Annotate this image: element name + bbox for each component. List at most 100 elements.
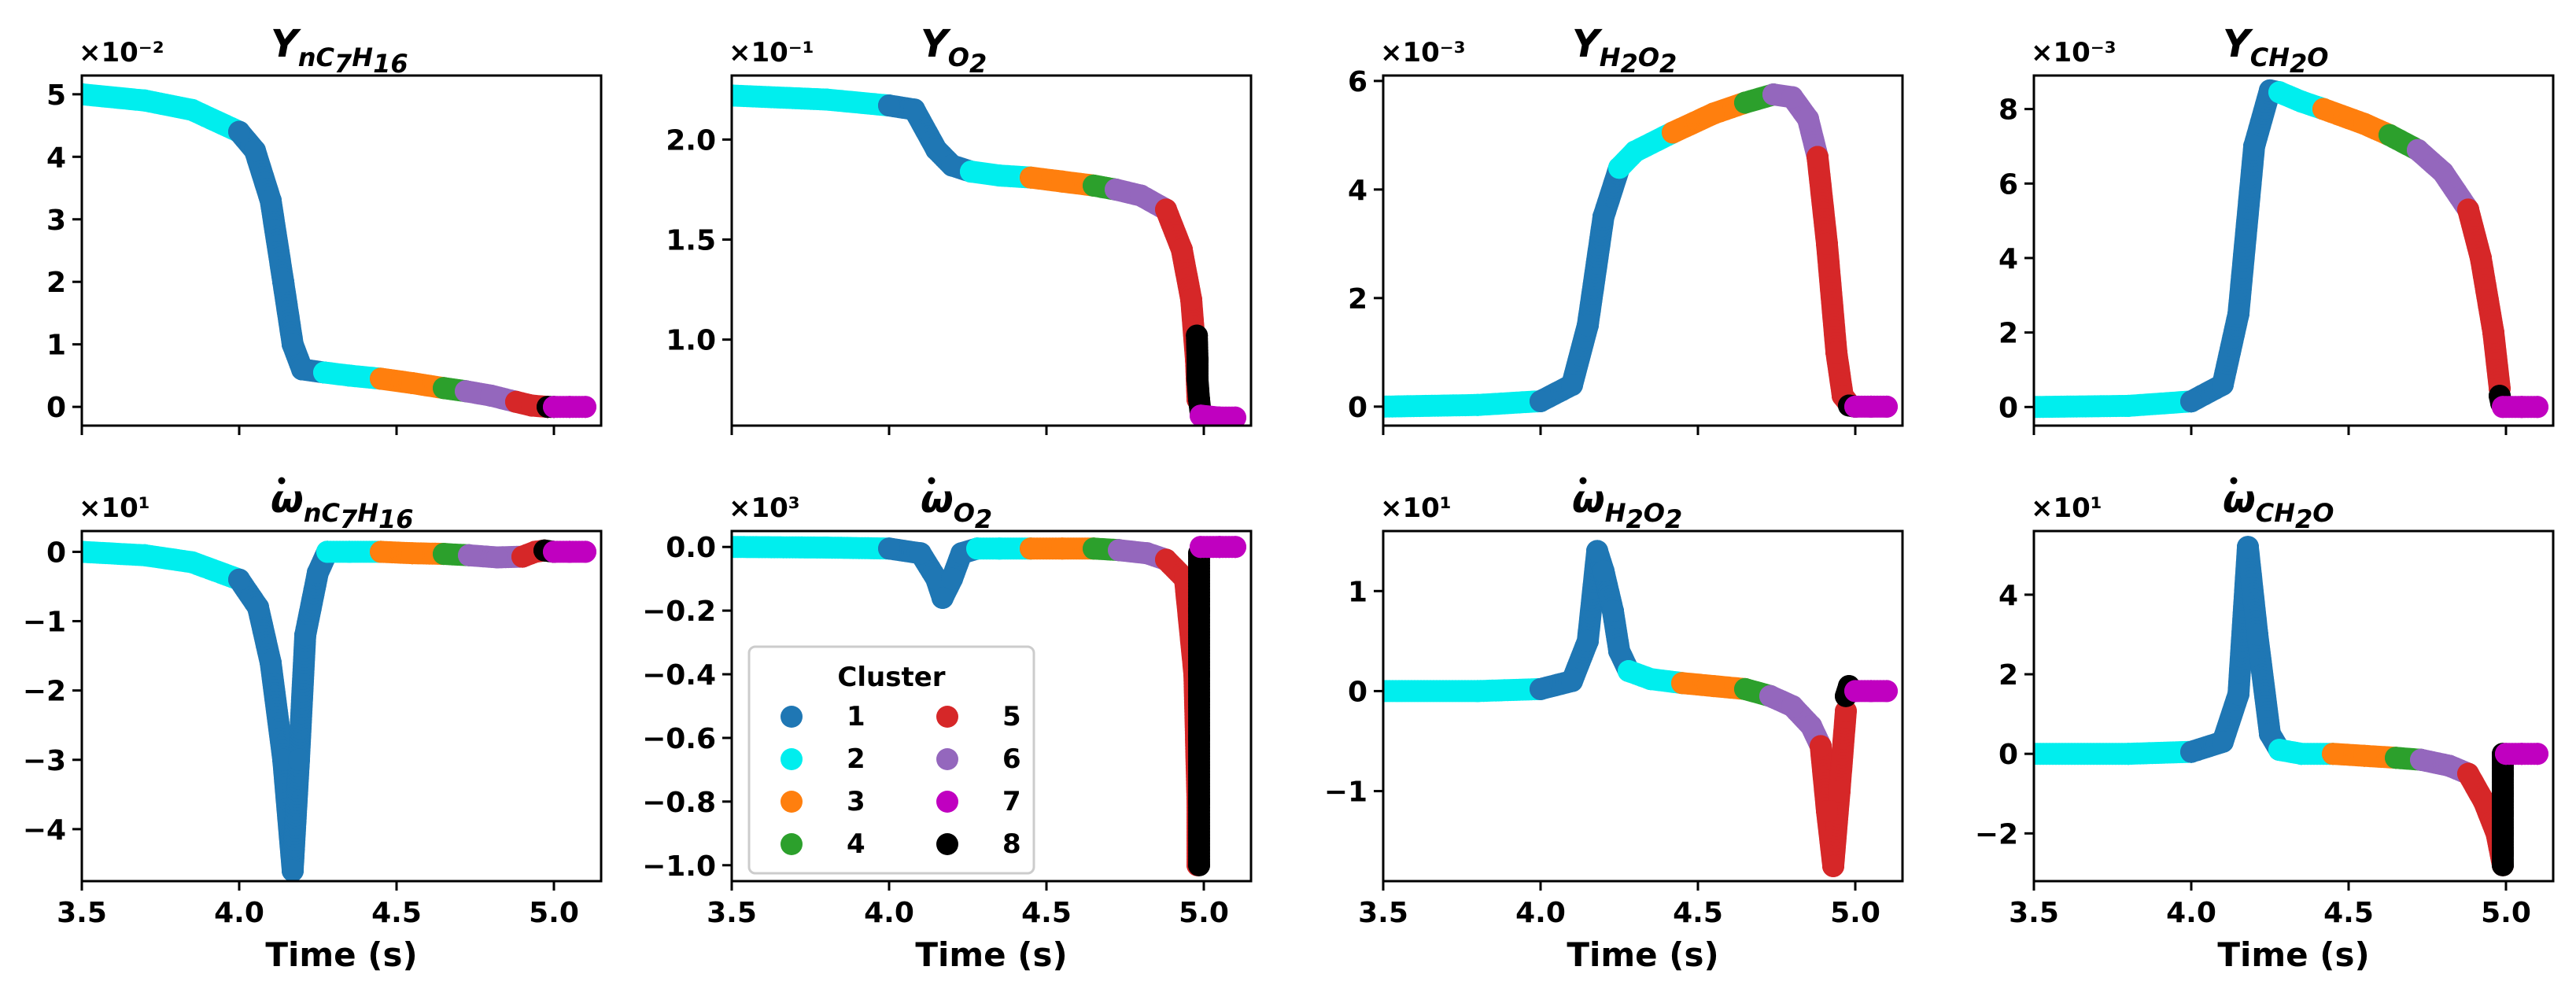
legend-entry: 8 — [936, 828, 1021, 860]
data-point — [134, 89, 156, 112]
y-tick-label: −1.0 — [642, 850, 716, 883]
series-cluster-5 — [2457, 198, 2511, 400]
data-point — [2457, 198, 2479, 221]
y-tick-label: 4 — [1998, 580, 2018, 612]
data-point — [815, 537, 837, 559]
data-point — [2495, 743, 2517, 765]
data-point — [2353, 113, 2375, 135]
series-cluster-1 — [2180, 79, 2290, 413]
data-point — [181, 551, 203, 574]
x-tick-label: 5.0 — [1179, 897, 1229, 929]
axes-frame — [1382, 74, 1904, 427]
data-point — [1797, 108, 1819, 131]
data-point — [815, 88, 837, 111]
y-tick-label: −2 — [1975, 818, 2018, 850]
markers — [2034, 79, 2548, 419]
data-point — [1762, 83, 1784, 106]
data-point — [925, 138, 947, 161]
data-point — [574, 540, 596, 563]
data-point — [543, 540, 565, 563]
data-point — [1876, 680, 1898, 703]
series-cluster-5 — [1807, 146, 1860, 415]
legend-marker — [781, 791, 803, 813]
data-point — [338, 540, 360, 563]
legend-entry: 7 — [936, 786, 1021, 817]
data-point — [1577, 314, 1599, 337]
data-point — [1844, 680, 1866, 703]
data-point — [1592, 559, 1615, 582]
data-point — [1187, 368, 1209, 391]
legend-entry: 3 — [781, 786, 865, 817]
data-point — [433, 543, 455, 566]
series-cluster-2 — [732, 84, 900, 117]
data-point — [960, 160, 982, 183]
data-point — [1187, 349, 1209, 371]
data-point — [1051, 537, 1073, 560]
series-cluster-2 — [1383, 390, 1552, 418]
legend-entry: 5 — [936, 701, 1021, 732]
subplot-title: ωnC7H16 — [271, 478, 414, 534]
data-point — [1188, 599, 1210, 622]
data-point — [2237, 536, 2259, 559]
data-point — [2243, 135, 2265, 157]
data-point — [2492, 396, 2514, 419]
data-point — [272, 271, 294, 293]
data-point — [1188, 854, 1210, 876]
x-axis-label: Time (s) — [265, 935, 417, 974]
legend-marker — [936, 791, 958, 813]
series-cluster-7 — [1190, 536, 1246, 559]
data-point — [1586, 540, 1608, 563]
x-tick-label: 3.5 — [2009, 897, 2059, 929]
data-point — [2268, 739, 2290, 762]
data-point — [291, 358, 313, 381]
series-cluster-7 — [1190, 404, 1246, 426]
data-point — [2117, 394, 2139, 417]
x-axis-label: Time (s) — [2217, 935, 2369, 974]
data-point — [1825, 341, 1847, 363]
subplot-2: 1.0 1.5 2.0 ×10⁻¹ YO2 — [666, 22, 1253, 435]
data-point — [1180, 288, 1202, 311]
data-point — [2407, 138, 2429, 161]
x-tick-label: 3.5 — [1358, 897, 1408, 929]
data-point — [2212, 731, 2234, 753]
data-point — [1781, 695, 1803, 717]
data-point — [2482, 321, 2504, 344]
axes-frame — [2032, 74, 2555, 427]
series-cluster-2 — [2268, 81, 2334, 120]
y-tick-label: 5 — [46, 79, 66, 112]
y-tick-label: 2 — [1998, 318, 2018, 350]
data-point — [1188, 727, 1210, 749]
data-point — [1759, 684, 1781, 707]
data-point — [1781, 86, 1803, 109]
y-tick-label: −1 — [23, 607, 66, 639]
data-point — [2322, 743, 2344, 765]
data-point — [1186, 324, 1209, 347]
data-point — [1608, 640, 1630, 662]
subplot-title: YO2 — [921, 22, 987, 79]
data-point — [260, 189, 282, 212]
y-tick-label: 6 — [1348, 66, 1367, 98]
data-point — [1608, 157, 1630, 179]
x-tick-label: 3.5 — [707, 897, 757, 929]
data-point — [2246, 623, 2268, 646]
series-cluster-7 — [543, 540, 596, 563]
data-point — [878, 94, 900, 117]
x-tick-label: 3.5 — [57, 897, 107, 929]
data-point — [2473, 790, 2495, 813]
y-offset-multiplier: ×10¹ — [79, 492, 150, 524]
markers — [82, 539, 596, 881]
subplot-1: 0 1 2 3 4 5 ×10⁻² YnC7H16 — [46, 22, 603, 435]
data-point — [2511, 743, 2533, 765]
legend-label: 1 — [847, 701, 865, 732]
data-point — [1807, 146, 1829, 168]
data-point — [574, 396, 596, 419]
y-tick-label: −0.2 — [642, 596, 716, 628]
axes-frame — [80, 74, 603, 427]
data-point — [2438, 754, 2460, 777]
series-cluster-1 — [228, 120, 335, 384]
data-point — [1671, 672, 1693, 695]
data-point — [338, 364, 360, 387]
y-offset-multiplier: ×10⁻¹ — [729, 37, 814, 68]
data-point — [1188, 790, 1210, 813]
data-point — [282, 333, 304, 356]
